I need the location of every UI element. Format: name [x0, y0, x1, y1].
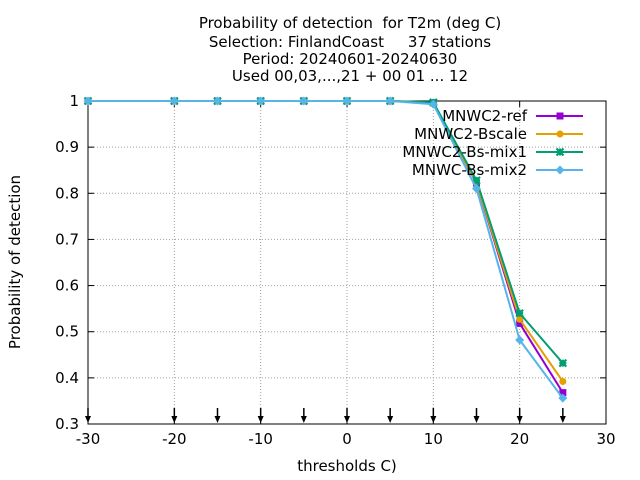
- data-point: [472, 176, 481, 185]
- data-point: [556, 112, 564, 120]
- data-point: [516, 315, 524, 323]
- y-tick-label: 0.4: [55, 369, 79, 387]
- sample-arrow-head: [344, 416, 350, 423]
- data-point: [556, 130, 564, 138]
- legend-entry: MNWC-Bs-mix2: [412, 161, 583, 179]
- sample-arrow-head: [300, 416, 307, 423]
- y-tick-label: 0.3: [55, 415, 79, 433]
- x-tick-label: 0: [342, 430, 352, 448]
- data-point: [428, 99, 438, 109]
- chart-title-line-2: Selection: FinlandCoast 37 stations: [208, 33, 492, 51]
- data-point: [558, 393, 568, 403]
- x-tick-label: 10: [424, 430, 443, 448]
- sample-arrow-head: [214, 416, 221, 423]
- x-tick-label: -30: [76, 430, 101, 448]
- sample-arrow-head: [559, 416, 566, 423]
- data-point: [515, 308, 524, 318]
- y-tick-label: 0.9: [55, 138, 79, 156]
- data-point: [472, 184, 481, 194]
- series: [83, 96, 568, 403]
- data-point: [555, 165, 565, 175]
- sample-arrow-head: [257, 416, 264, 423]
- legend-entry: MNWC2-ref: [442, 107, 583, 125]
- data-point: [516, 319, 524, 327]
- legend-entry: MNWC2-Bs-mix1: [402, 143, 583, 161]
- sample-arrow-head: [516, 416, 523, 423]
- chart-title-line-3: Period: 20240601-20240630: [242, 50, 458, 68]
- data-point: [169, 96, 179, 106]
- data-point: [83, 96, 93, 106]
- y-tick-label: 0.6: [55, 277, 79, 295]
- data-point: [555, 147, 565, 157]
- legend-label: MNWC2-Bs-mix1: [402, 143, 527, 161]
- x-tick-label: -20: [162, 430, 187, 448]
- data-point: [515, 335, 525, 345]
- y-tick-label: 0.8: [55, 184, 79, 202]
- series-mnwc-bs-mix2: [83, 96, 568, 403]
- x-tick-label: 30: [596, 430, 615, 448]
- data-point: [256, 96, 266, 106]
- x-axis-label: thresholds C): [297, 457, 397, 475]
- legend-label: MNWC-Bs-mix2: [412, 161, 527, 179]
- chart-title-line-4: Used 00,03,...,21 + 00 01 ... 12: [231, 67, 469, 85]
- legend-entry: MNWC2-Bscale: [414, 125, 583, 143]
- ticks: 0.3 0.4 0.5 0.6 0.7 0.8 0.9 1 -30 -20 -10 0 10 20 30: [55, 92, 615, 448]
- sample-arrows: [85, 408, 566, 423]
- y-axis-label: Probability of detection: [6, 174, 24, 350]
- legend: MNWC2-refMNWC2-BscaleMNWC2-Bs-mix1MNWC-B…: [402, 107, 583, 179]
- data-point: [213, 96, 222, 106]
- sample-arrow-head: [430, 416, 437, 423]
- data-point: [385, 96, 395, 106]
- data-point: [299, 96, 309, 106]
- y-tick-label: 0.7: [55, 230, 79, 248]
- y-tick-label: 0.5: [55, 323, 79, 341]
- data-point: [342, 96, 352, 106]
- data-point: [559, 389, 567, 397]
- data-point: [559, 378, 567, 386]
- x-tick-label: 20: [510, 430, 529, 448]
- data-point: [558, 358, 568, 368]
- chart-title-line-1: Probability of detection for T2m (deg C): [198, 14, 502, 32]
- x-tick-label: -10: [248, 430, 273, 448]
- legend-label: MNWC2-ref: [442, 107, 527, 125]
- sample-arrow-head: [473, 416, 480, 423]
- sample-arrow-head: [387, 416, 394, 423]
- sample-arrow-head: [85, 416, 91, 423]
- legend-label: MNWC2-Bscale: [414, 125, 527, 143]
- grid: [87, 100, 607, 425]
- y-tick-label: 1: [69, 92, 79, 110]
- sample-arrow-head: [171, 416, 178, 423]
